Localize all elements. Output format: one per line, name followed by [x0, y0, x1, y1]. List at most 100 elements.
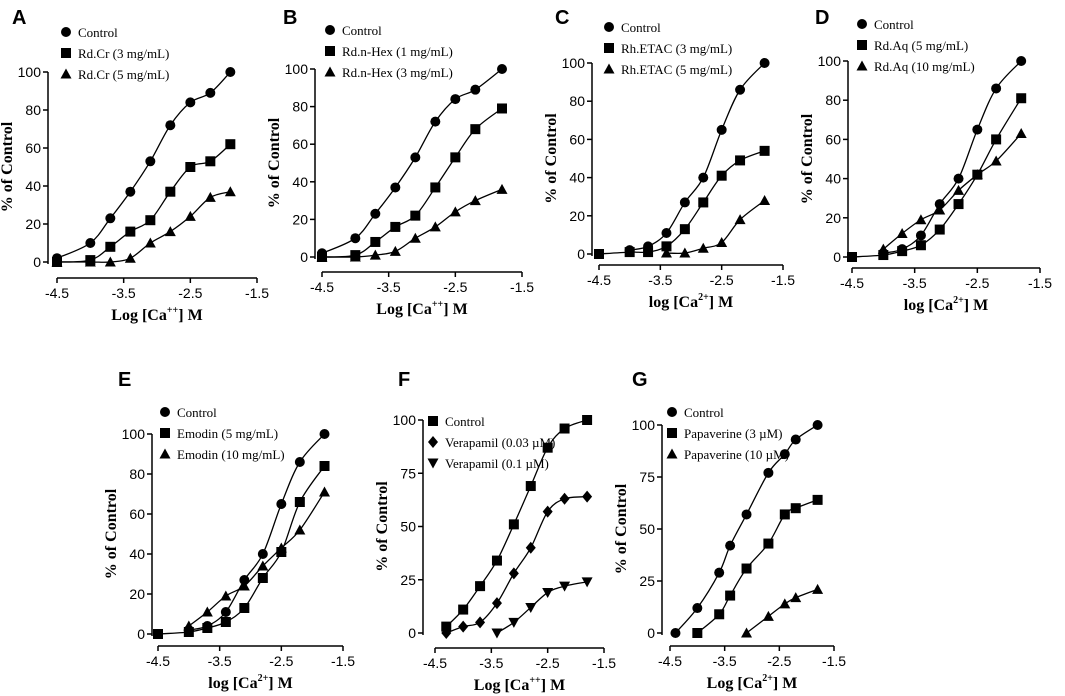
- data-point: [525, 541, 536, 554]
- data-point: [759, 195, 771, 206]
- series-0: [441, 415, 593, 632]
- legend-label: Emodin (10 mg/mL): [177, 447, 285, 462]
- legend-label: Control: [684, 405, 724, 420]
- y-tick-label: 25: [400, 572, 416, 588]
- legend-marker-triangle-icon: [324, 66, 336, 77]
- x-tick-label: -3.5: [208, 653, 232, 669]
- legend-item: Control: [61, 25, 118, 40]
- series-2: [877, 128, 1027, 254]
- data-point: [458, 620, 469, 633]
- x-tick-label: -4.5: [310, 279, 334, 295]
- data-point: [369, 249, 381, 260]
- fit-curve: [746, 588, 818, 634]
- x-tick-label: -3.5: [713, 653, 737, 669]
- data-point: [508, 519, 519, 530]
- data-point: [124, 252, 136, 263]
- legend-label: Emodin (5 mg/mL): [177, 426, 278, 441]
- legend-marker-circle-icon: [160, 407, 170, 417]
- data-point: [741, 627, 753, 638]
- series-2: [51, 186, 236, 267]
- data-point: [1015, 128, 1027, 139]
- data-point: [220, 607, 231, 617]
- y-axis-label: % of Control: [266, 117, 283, 208]
- data-point: [441, 627, 452, 639]
- data-point: [990, 155, 1002, 166]
- legend-label: Rd.n-Hex (1 mg/mL): [342, 44, 453, 59]
- y-tick-label: 40: [25, 178, 41, 194]
- data-point: [239, 603, 250, 613]
- legend-marker-diamond-icon: [428, 436, 438, 448]
- y-axis-label: % of Control: [613, 483, 630, 574]
- legend-marker-triangle-down-icon: [427, 458, 439, 469]
- data-point: [812, 583, 824, 594]
- data-point: [735, 84, 746, 95]
- data-point: [763, 467, 774, 478]
- legend-item: Control: [160, 405, 217, 420]
- data-point: [735, 155, 746, 166]
- x-tick-label: -4.5: [146, 653, 170, 669]
- data-point: [953, 173, 964, 184]
- data-point: [410, 152, 421, 163]
- data-point: [204, 191, 216, 202]
- data-point: [319, 429, 330, 439]
- data-point: [542, 442, 553, 453]
- data-point: [878, 250, 889, 261]
- x-tick-label: -2.5: [178, 285, 202, 301]
- data-point: [497, 64, 507, 74]
- series-1: [317, 103, 507, 262]
- data-point: [698, 197, 709, 208]
- x-tick-label: -1.5: [245, 285, 269, 301]
- legend-label: Rh.ETAC (5 mg/mL): [621, 62, 732, 77]
- x-axis-label: log [Ca2+] M: [649, 292, 733, 311]
- y-tick-label: 40: [569, 170, 585, 186]
- data-point: [185, 162, 196, 172]
- y-tick-label: 80: [25, 102, 41, 118]
- data-point: [430, 116, 441, 127]
- data-point: [470, 124, 481, 135]
- legend-label: Rd.Aq (10 mg/mL): [874, 59, 975, 74]
- x-tick-label: -4.5: [840, 275, 864, 291]
- x-tick-label: -2.5: [965, 275, 989, 291]
- legend-item: Emodin (5 mg/mL): [160, 426, 278, 441]
- data-point: [165, 186, 176, 197]
- data-point: [257, 560, 269, 571]
- x-axis-label: Log [Ca++] M: [111, 305, 202, 324]
- data-point: [725, 590, 736, 601]
- legend-marker-circle-icon: [61, 27, 71, 37]
- y-tick-label: 80: [129, 466, 145, 482]
- y-tick-label: 0: [33, 254, 41, 270]
- legend-marker-circle-icon: [325, 25, 335, 35]
- legend-label: Control: [445, 414, 485, 429]
- data-point: [496, 183, 508, 194]
- data-point: [470, 84, 481, 95]
- y-tick-label: 80: [292, 99, 308, 115]
- data-point: [779, 509, 790, 520]
- legend-marker-square-icon: [61, 48, 71, 58]
- data-point: [692, 628, 703, 638]
- data-point: [716, 170, 727, 181]
- data-point: [125, 186, 136, 197]
- legend-label: Control: [78, 25, 118, 40]
- data-point: [877, 243, 889, 254]
- series-2: [316, 183, 508, 262]
- y-tick-label: 75: [639, 469, 655, 485]
- legend-marker-circle-icon: [857, 19, 867, 29]
- data-point: [953, 184, 965, 195]
- data-point: [1016, 93, 1027, 104]
- y-tick-label: 0: [833, 249, 841, 265]
- data-point: [84, 256, 96, 267]
- x-tick-label: -3.5: [377, 279, 401, 295]
- series-0: [52, 67, 236, 264]
- series-1: [692, 494, 823, 638]
- legend-item: Rd.n-Hex (1 mg/mL): [325, 44, 453, 59]
- data-point: [185, 97, 196, 108]
- data-point: [790, 592, 802, 603]
- data-point: [812, 420, 823, 430]
- data-point: [934, 204, 946, 215]
- legend-marker-square-icon: [857, 40, 867, 50]
- legend-item: Rd.Cr (3 mg/mL): [61, 46, 169, 61]
- y-tick-label: 20: [825, 210, 841, 226]
- data-point: [697, 242, 709, 253]
- x-tick-label: -4.5: [45, 285, 69, 301]
